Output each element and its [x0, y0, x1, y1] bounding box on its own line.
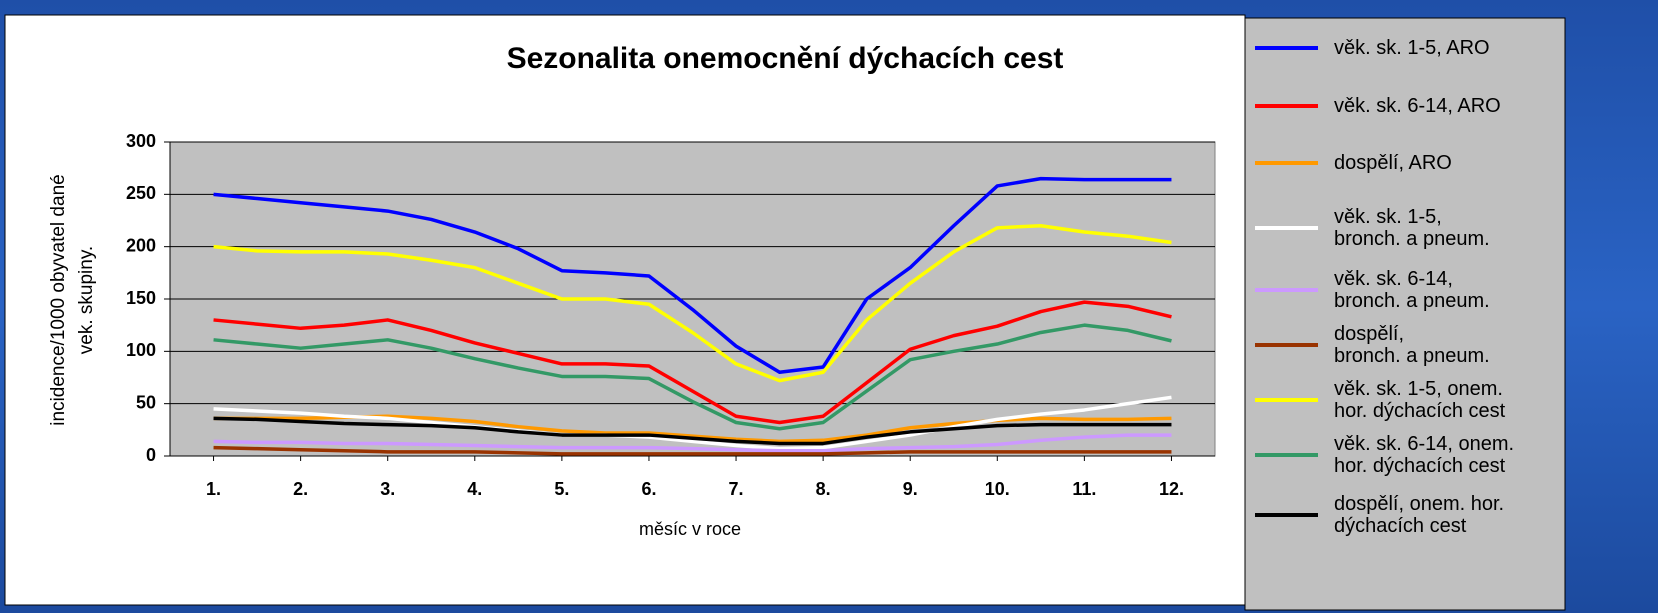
x-axis-label: měsíc v roce [639, 519, 741, 539]
y-tick-label: 50 [136, 392, 156, 412]
x-tick-label: 1. [206, 479, 221, 499]
y-tick-label: 100 [126, 340, 156, 360]
series-line [213, 445, 1172, 456]
legend-box [1244, 17, 1566, 611]
y-tick-label: 200 [126, 235, 156, 255]
x-tick-label: 6. [641, 479, 656, 499]
y-tick-label: 250 [126, 183, 156, 203]
x-tick-label: 10. [985, 479, 1010, 499]
legend-label: dospělí, bronch. a pneum. [1334, 323, 1490, 367]
series-line [213, 223, 1172, 383]
legend-label: dospělí, onem. hor. dýchacích cest [1334, 493, 1505, 537]
series-line [213, 395, 1172, 451]
x-tick-label: 4. [467, 479, 482, 499]
legend-label: věk. sk. 1-5, bronch. a pneum. [1334, 206, 1490, 250]
legend-label: věk. sk. 6-14, ARO [1334, 95, 1501, 117]
x-tick-label: 8. [816, 479, 831, 499]
series-line [213, 300, 1172, 425]
legend-label: věk. sk. 1-5, onem. hor. dýchacích cest [1334, 378, 1506, 422]
legend-label: věk. sk. 6-14, bronch. a pneum. [1334, 268, 1490, 312]
x-tick-label: 9. [903, 479, 918, 499]
legend-label: věk. sk. 1-5, ARO [1334, 37, 1490, 59]
y-axis-label: incidence/1000 obyvatel dané vek. skupin… [48, 174, 97, 426]
y-tick-label: 150 [126, 288, 156, 308]
series-line [213, 416, 1172, 446]
y-tick-label: 0 [146, 445, 156, 465]
chart-title: Sezonalita onemocnění dýchacích cest [507, 42, 1064, 75]
x-tick-label: 11. [1072, 479, 1096, 499]
x-tick-label: 2. [293, 479, 308, 499]
legend-label: věk. sk. 6-14, onem. hor. dýchacích cest [1334, 433, 1515, 477]
series-line [213, 323, 1172, 431]
series-line [213, 433, 1172, 453]
legend-label: dospělí, ARO [1334, 152, 1452, 174]
x-tick-label: 5. [554, 479, 569, 499]
series-line [213, 176, 1172, 375]
x-tick-label: 3. [380, 479, 395, 499]
x-tick-label: 12. [1159, 479, 1184, 499]
x-tick-label: 7. [729, 479, 744, 499]
y-tick-label: 300 [126, 131, 156, 151]
